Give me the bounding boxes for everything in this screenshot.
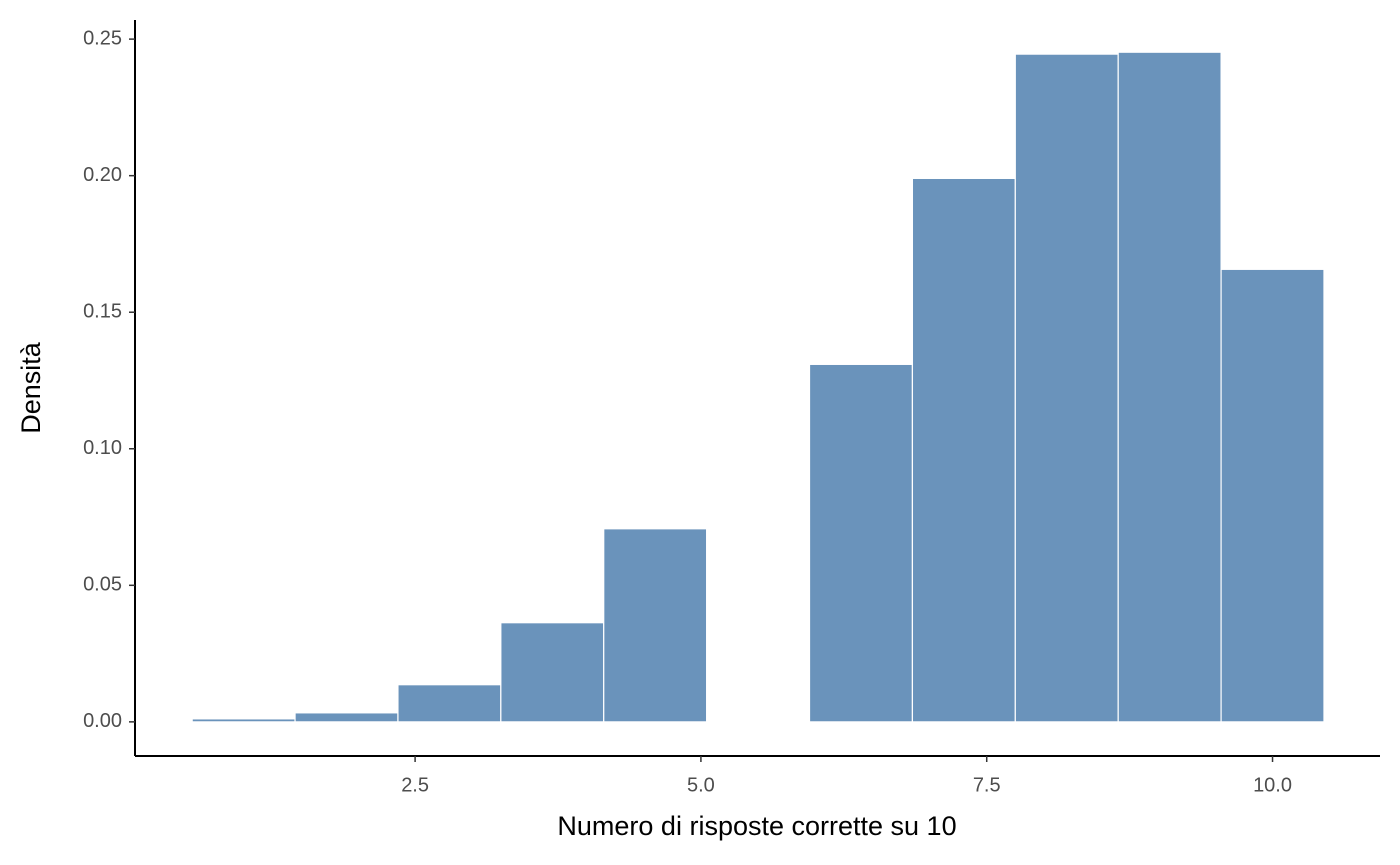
y-tick-label: 0.15 xyxy=(83,300,122,322)
bar xyxy=(397,684,502,723)
y-tick-label: 0.25 xyxy=(83,27,122,49)
bar xyxy=(1117,51,1222,723)
bar xyxy=(294,712,399,723)
bar xyxy=(500,622,605,723)
bar xyxy=(911,177,1016,723)
x-tick-label: 2.5 xyxy=(401,774,429,796)
bar xyxy=(603,528,708,723)
x-tick-label: 5.0 xyxy=(687,774,715,796)
bar xyxy=(1220,268,1325,723)
bar xyxy=(808,363,914,723)
y-tick-label: 0.05 xyxy=(83,574,122,596)
y-tick-label: 0.10 xyxy=(83,437,122,459)
y-tick-label: 0.00 xyxy=(83,710,122,732)
x-tick-label: 7.5 xyxy=(973,774,1001,796)
y-tick-label: 0.20 xyxy=(83,164,122,186)
bar xyxy=(1014,53,1119,723)
x-tick-label: 10.0 xyxy=(1253,774,1292,796)
bar xyxy=(191,718,296,723)
y-axis-title: Densità xyxy=(16,341,46,434)
x-axis-title: Numero di risposte corrette su 10 xyxy=(557,811,956,841)
